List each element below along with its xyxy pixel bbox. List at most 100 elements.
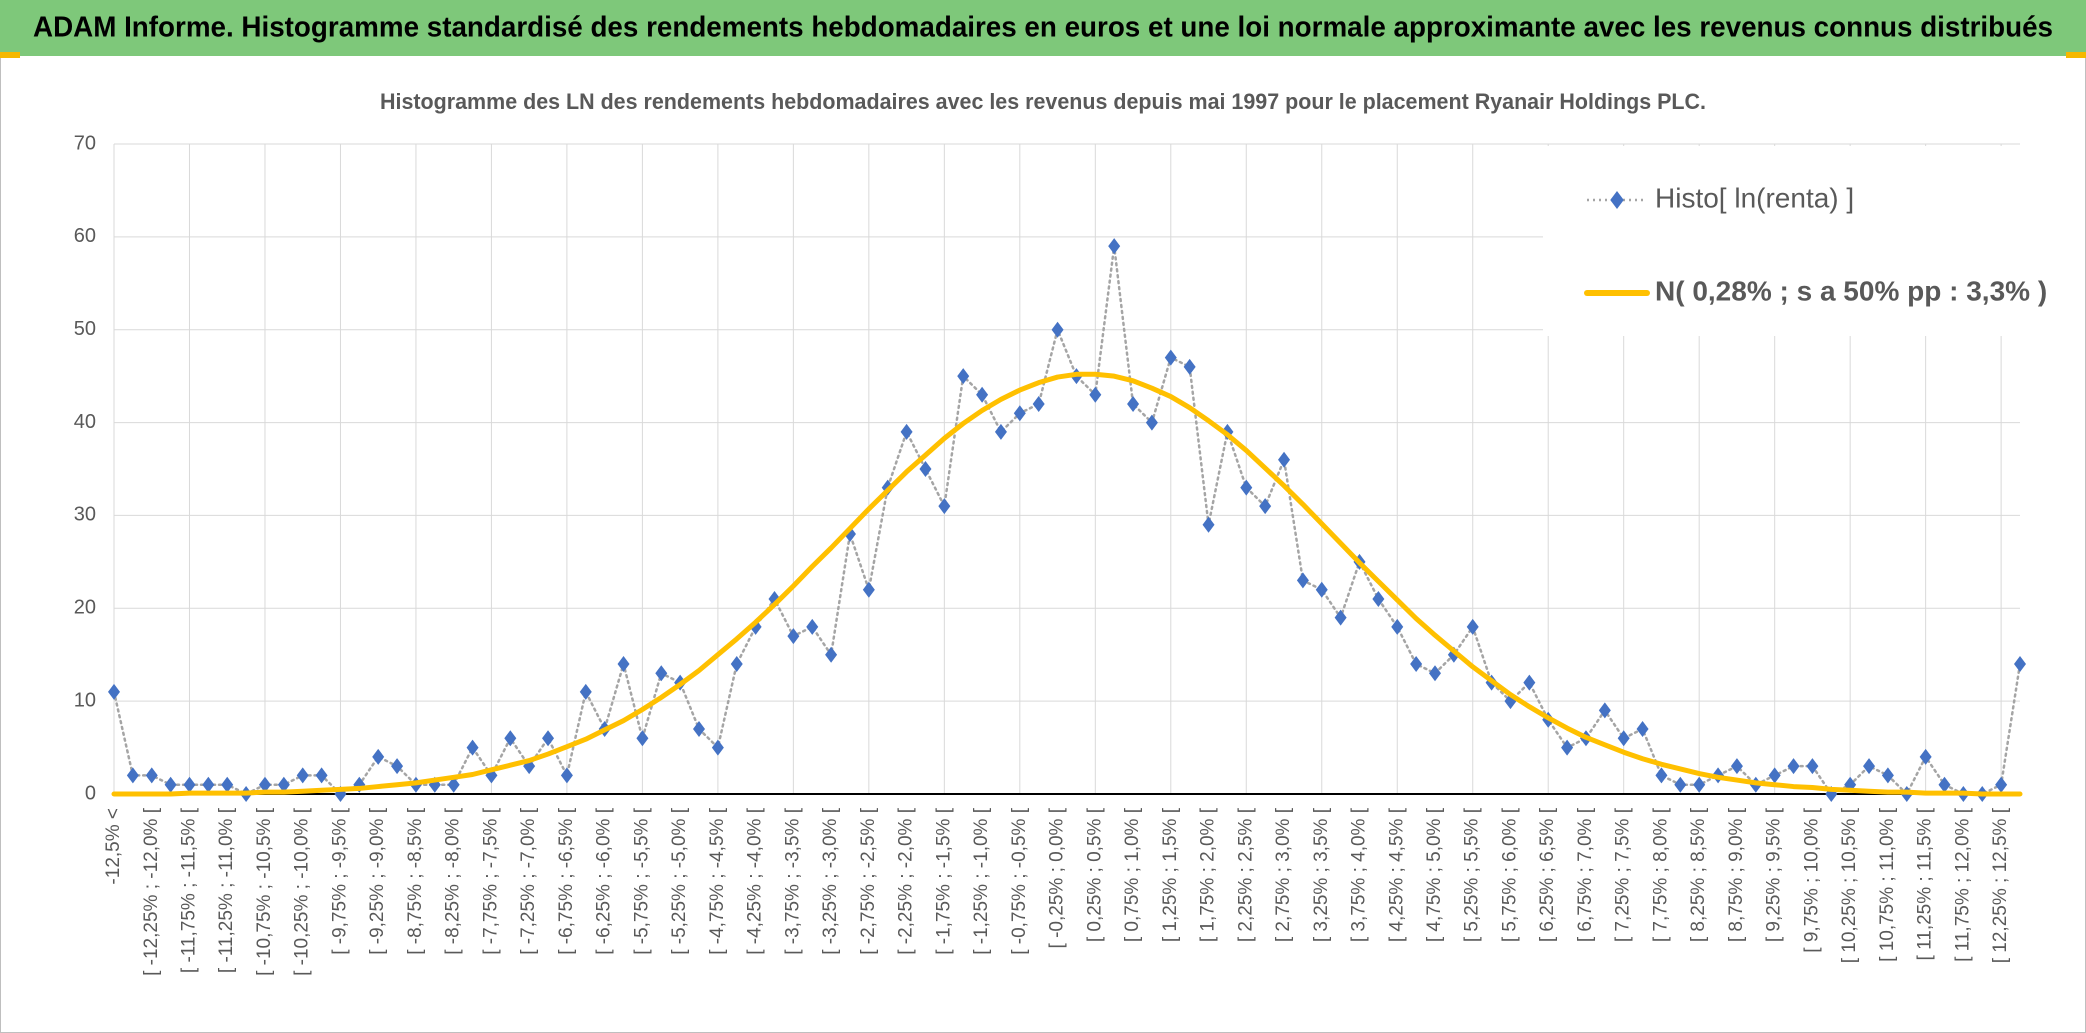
x-tick-label: [ 2,75% ; 3,0% [ <box>1273 807 1294 942</box>
x-tick-label: [ 5,25% ; 5,5% [ <box>1462 807 1483 942</box>
legend-box <box>1543 146 2033 336</box>
data-point <box>145 767 158 784</box>
x-tick-label: [ -11,75% ; -11,5% [ <box>179 807 200 973</box>
data-point <box>617 656 630 672</box>
x-tick-label: [ -7,75% ; -7,5% [ <box>480 807 501 955</box>
data-point <box>108 683 120 700</box>
data-point <box>1372 591 1385 607</box>
data-point <box>560 767 573 784</box>
data-point <box>976 386 989 403</box>
data-point <box>1617 730 1630 747</box>
x-tick-label: [ -7,25% ; -7,0% [ <box>518 807 539 955</box>
data-point <box>919 461 932 477</box>
data-point <box>636 730 649 747</box>
data-point <box>2014 656 2026 672</box>
data-point <box>1768 767 1781 784</box>
x-tick-label: [ 1,25% ; 1,5% [ <box>1160 807 1181 942</box>
x-tick-label: [ 6,75% ; 7,0% [ <box>1575 807 1596 942</box>
data-point <box>447 776 460 793</box>
data-point <box>1108 238 1121 255</box>
x-tick-label: [ -2,25% ; -2,0% [ <box>896 807 917 955</box>
data-point <box>1636 721 1649 737</box>
legend-marker <box>1610 191 1624 209</box>
x-tick-label: [ -0,25% ; 0,0% [ <box>1047 807 1068 948</box>
data-point <box>1202 516 1215 533</box>
x-tick-label: [ 8,75% ; 9,0% [ <box>1726 807 1747 942</box>
data-point <box>202 776 215 793</box>
x-tick-label: [ -5,75% ; -5,5% [ <box>631 807 652 955</box>
data-point <box>221 776 234 793</box>
x-tick-label: [ 10,75% ; 11,0% [ <box>1877 807 1898 962</box>
data-point <box>579 683 592 700</box>
y-tick-label: 20 <box>74 597 96 619</box>
legend-label: N( 0,28% ; s a 50% pp : 3,3% ) <box>1655 275 2047 306</box>
data-point <box>296 767 309 784</box>
data-point <box>1693 776 1706 793</box>
data-point <box>900 423 913 440</box>
chart-title: Histogramme des LN des rendements hebdom… <box>380 89 1706 114</box>
x-tick-label: [ 3,75% ; 4,0% [ <box>1349 807 1370 942</box>
data-point <box>372 748 385 765</box>
data-point <box>504 730 517 747</box>
data-point <box>1995 776 2008 793</box>
data-point <box>1598 702 1611 719</box>
data-point <box>1881 767 1894 784</box>
series-line <box>111 371 2023 797</box>
x-tick-label: [ 11,25% ; 11,5% [ <box>1915 807 1936 960</box>
data-point <box>542 730 555 747</box>
corner <box>0 52 20 58</box>
data-point <box>825 646 838 663</box>
x-tick-label: [ 7,75% ; 8,0% [ <box>1650 807 1671 942</box>
x-tick-label: [ -9,25% ; -9,0% [ <box>367 807 388 955</box>
data-point <box>1051 321 1064 338</box>
x-tick-label: [ 9,25% ; 9,5% [ <box>1764 807 1785 942</box>
data-point <box>787 628 800 645</box>
x-tick-label: [ 4,75% ; 5,0% [ <box>1424 807 1445 942</box>
x-tick-label: [ 2,25% ; 2,5% [ <box>1235 807 1256 942</box>
data-point <box>693 721 706 737</box>
x-tick-label: [ 10,25% ; 10,5% [ <box>1839 807 1860 963</box>
corner <box>2066 52 2086 58</box>
x-tick-label: [ -3,75% ; -3,5% [ <box>782 807 803 955</box>
y-tick-label: 50 <box>74 318 96 340</box>
x-tick-label: [ -4,25% ; -4,0% [ <box>745 807 766 955</box>
data-point <box>1787 758 1800 775</box>
data-point <box>938 498 951 515</box>
data-point <box>1296 572 1309 589</box>
data-point <box>730 656 743 672</box>
data-point <box>466 739 479 756</box>
data-point <box>391 758 404 775</box>
data-point <box>1032 396 1045 412</box>
x-tick-label: [ -10,75% ; -10,5% [ <box>254 807 275 976</box>
x-tick-label: [ -12,25% ; -12,0% [ <box>141 807 162 976</box>
x-tick-label: [ 7,25% ; 7,5% [ <box>1613 807 1634 942</box>
x-tick-label: [ -0,75% ; -0,5% [ <box>1009 807 1030 955</box>
data-point <box>655 665 668 682</box>
data-point <box>957 368 970 385</box>
data-point <box>315 767 328 784</box>
data-point <box>1410 656 1423 672</box>
x-tick-label: [ 9,75% ; 10,0% [ <box>1801 807 1822 952</box>
x-tick-label: [ -2,75% ; -2,5% [ <box>858 807 879 955</box>
data-point <box>1089 386 1102 403</box>
legend-label: Histo[ ln(renta) ] <box>1655 182 1854 213</box>
y-tick-label: 0 <box>85 782 96 804</box>
data-point <box>126 767 139 784</box>
data-point <box>183 776 196 793</box>
data-point <box>1730 758 1743 775</box>
data-point <box>1259 498 1272 515</box>
data-point <box>1278 451 1291 468</box>
x-tick-label: [ 8,25% ; 8,5% [ <box>1688 807 1709 942</box>
y-tick-label: 40 <box>74 411 96 433</box>
y-tick-label: 30 <box>74 504 96 526</box>
header-bar <box>0 0 2086 56</box>
data-point <box>258 776 271 793</box>
x-tick-label: [ -1,75% ; -1,5% [ <box>933 807 954 955</box>
x-tick-label: [ 4,25% ; 4,5% [ <box>1386 807 1407 942</box>
data-point <box>1127 396 1140 412</box>
data-point <box>1145 414 1158 431</box>
x-tick-label: [ 6,25% ; 6,5% [ <box>1537 807 1558 942</box>
x-tick-label: [ -9,75% ; -9,5% [ <box>329 807 350 955</box>
